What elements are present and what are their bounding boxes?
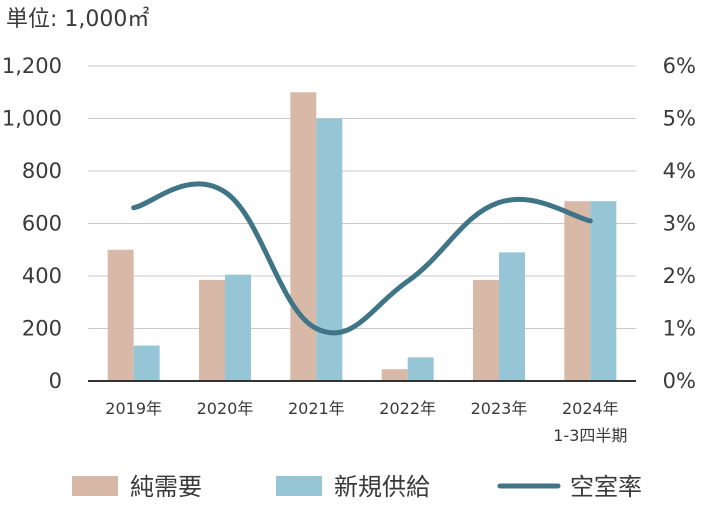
legend: 純需要 新規供給 空室率 bbox=[72, 473, 642, 501]
legend-label: 新規供給 bbox=[334, 473, 430, 501]
right-tick-label: 1% bbox=[663, 317, 696, 341]
legend-label: 純需要 bbox=[130, 473, 202, 501]
right-tick-label: 4% bbox=[663, 159, 696, 183]
x-tick-label: 2024年 bbox=[562, 399, 619, 418]
bar-net-demand bbox=[107, 249, 134, 381]
legend-swatch bbox=[72, 476, 118, 496]
bar-new-supply bbox=[316, 118, 343, 381]
x-axis-ticks: 2019年 2020年 2021年 2022年 2023年 2024年 1-3四半期 bbox=[105, 399, 627, 445]
bar-net-demand bbox=[290, 92, 317, 381]
right-tick-label: 0% bbox=[663, 369, 696, 393]
vacancy-line bbox=[131, 181, 593, 336]
bar-net-demand bbox=[564, 201, 591, 381]
bar-net-demand bbox=[199, 279, 225, 381]
left-axis-ticks: 0 200 400 600 800 1,000 1,200 bbox=[2, 54, 62, 393]
right-tick-label: 5% bbox=[663, 107, 696, 131]
x-tick-label: 2019年 bbox=[105, 399, 162, 418]
x-tick-label: 2023年 bbox=[471, 399, 528, 418]
bar-new-supply bbox=[225, 274, 251, 381]
unit-label: 単位: 1,000㎡ bbox=[6, 6, 149, 32]
right-tick-label: 2% bbox=[663, 264, 696, 288]
x-tick-label: 2021年 bbox=[288, 399, 345, 418]
bars bbox=[107, 92, 617, 381]
left-tick-label: 0 bbox=[49, 369, 62, 393]
legend-swatch bbox=[276, 476, 322, 496]
left-tick-label: 1,000 bbox=[2, 107, 62, 131]
left-tick-label: 1,200 bbox=[2, 54, 62, 78]
vacancy-line-path bbox=[131, 181, 593, 336]
x-tick-sublabel: 1-3四半期 bbox=[553, 426, 627, 445]
left-tick-label: 600 bbox=[22, 212, 62, 236]
bar-new-supply bbox=[407, 357, 434, 381]
right-tick-label: 6% bbox=[663, 54, 696, 78]
left-tick-label: 800 bbox=[22, 159, 62, 183]
bar-net-demand bbox=[381, 369, 408, 381]
grid bbox=[88, 65, 636, 329]
right-tick-label: 3% bbox=[663, 212, 696, 236]
left-tick-label: 200 bbox=[22, 317, 62, 341]
bar-new-supply bbox=[590, 201, 617, 381]
left-tick-label: 400 bbox=[22, 264, 62, 288]
bar-new-supply bbox=[133, 345, 160, 381]
bar-net-demand bbox=[473, 279, 499, 381]
right-axis-ticks: 0% 1% 2% 3% 4% 5% 6% bbox=[663, 54, 696, 393]
bar-new-supply bbox=[499, 252, 525, 381]
legend-label: 空室率 bbox=[570, 473, 642, 501]
x-tick-label: 2022年 bbox=[379, 399, 436, 418]
x-tick-label: 2020年 bbox=[197, 399, 254, 418]
